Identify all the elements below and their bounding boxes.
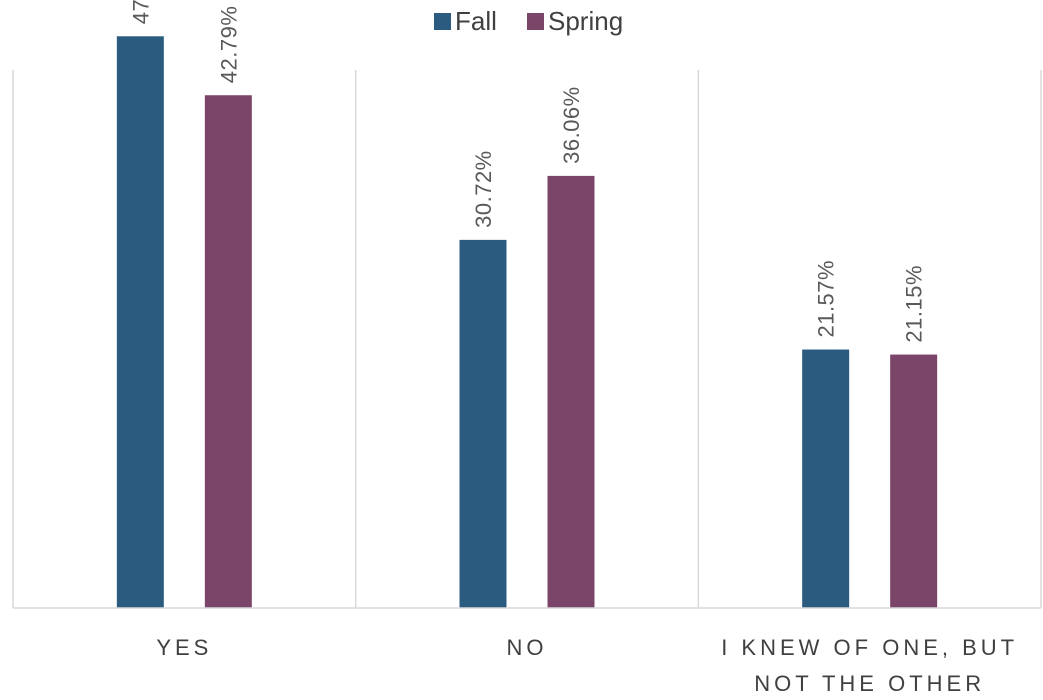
data-label: 47.71% [128,0,153,24]
data-label: 30.72% [471,150,496,228]
legend-label-spring: Spring [548,6,623,36]
legend-swatch-fall [434,13,451,30]
x-tick-label: I KNEW OF ONE, BUT [721,635,1018,660]
x-tick-label: YES [156,635,212,660]
bar-spring [890,354,938,608]
data-label: 42.79% [216,6,241,84]
data-label: 36.06% [559,86,584,164]
bar-fall [459,239,507,608]
data-labels: 47.71% 42.79% 30.72% 36.06% 21.57% 21.15% [128,0,926,343]
bars [116,36,938,609]
bar-fall [802,349,850,608]
legend-label-fall: Fall [455,6,497,36]
category-separators [12,70,1042,608]
x-axis: YES NO I KNEW OF ONE, BUT NOT THE OTHER [13,607,1041,696]
x-tick-label: NOT THE OTHER [754,671,985,695]
x-tick-label: NO [507,635,548,660]
bar-fall [116,36,164,609]
bar-spring [204,95,252,609]
legend: Fall Spring [434,6,623,36]
bar-spring [547,175,595,609]
data-label: 21.15% [902,265,927,343]
legend-item-spring: Spring [527,6,623,36]
legend-item-fall: Fall [434,6,497,36]
data-label: 21.57% [814,260,839,338]
legend-swatch-spring [527,13,544,30]
